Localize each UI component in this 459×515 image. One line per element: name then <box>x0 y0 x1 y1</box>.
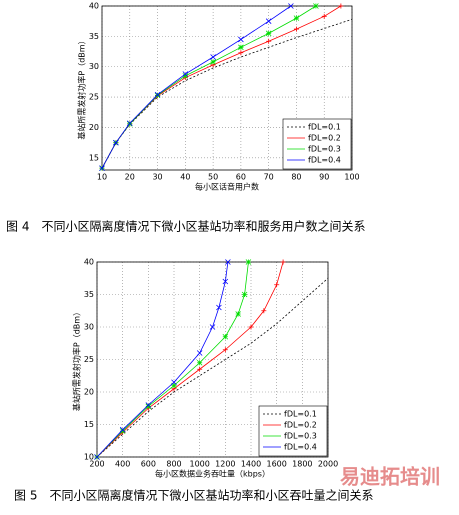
y-axis-label: 基站所需发射功率P（dBm） <box>72 308 82 411</box>
marker <box>245 259 252 265</box>
legend-box <box>258 405 328 457</box>
marker <box>238 50 244 56</box>
y-tick-label: 20 <box>89 123 99 132</box>
x-tick-label: 10 <box>97 173 107 182</box>
y-tick-label: 25 <box>89 93 99 102</box>
legend-label: fDL=0.4 <box>284 443 317 452</box>
watermark: 易迪拓培训 <box>340 465 440 489</box>
y-tick-label: 30 <box>89 62 99 71</box>
marker <box>280 259 286 265</box>
x-tick-label: 400 <box>115 460 130 469</box>
marker <box>196 350 203 356</box>
y-tick-label: 35 <box>89 32 99 41</box>
legend-label: fDL=0.3 <box>284 432 317 441</box>
x-tick-label: 60 <box>236 173 246 182</box>
y-tick-label: 40 <box>89 2 99 11</box>
marker <box>196 359 203 366</box>
marker <box>222 278 229 285</box>
legend-label: fDL=0.1 <box>284 410 317 419</box>
x-axis-label: 每小区数据业务吞吐量（kbps） <box>155 469 270 479</box>
marker <box>313 3 319 9</box>
y-tick-label: 10 <box>84 453 94 462</box>
marker <box>338 3 344 9</box>
marker <box>145 402 152 408</box>
y-tick-label: 30 <box>84 323 94 332</box>
marker <box>119 426 126 433</box>
marker <box>209 324 216 330</box>
marker <box>321 13 327 19</box>
x-tick-label: 800 <box>166 460 181 469</box>
x-tick-label: 40 <box>180 173 190 182</box>
line <box>96 261 284 458</box>
marker <box>210 59 216 65</box>
legend-label: fDL=0.4 <box>308 156 341 165</box>
marker <box>182 73 189 79</box>
x-tick-label: 30 <box>152 173 162 182</box>
x-tick-label: 80 <box>291 173 301 182</box>
y-axis-label: 基站所需发射功率P（dBm） <box>77 36 87 139</box>
legend-box <box>282 118 352 170</box>
x-axis-label: 每小区话音用户数 <box>195 182 259 192</box>
marker <box>238 36 244 43</box>
marker <box>197 366 203 372</box>
marker <box>145 403 152 410</box>
marker <box>182 71 189 77</box>
marker <box>154 91 161 98</box>
y-tick-label: 25 <box>84 355 94 364</box>
marker <box>222 347 228 353</box>
caption: 图 5 不同小区隔离度情况下微小区基站功率和小区吞吐量之间关系 <box>14 488 373 503</box>
legend-label: fDL=0.2 <box>284 421 317 430</box>
marker <box>113 139 119 146</box>
marker <box>241 291 248 298</box>
marker <box>171 379 177 386</box>
marker <box>274 282 280 288</box>
legend-label: fDL=0.2 <box>308 134 341 143</box>
y-tick-label: 15 <box>89 153 99 162</box>
x-tick-label: 1200 <box>215 460 235 469</box>
x-tick-label: 200 <box>89 460 104 469</box>
marker <box>248 324 254 330</box>
x-tick-label: 1400 <box>241 460 261 469</box>
marker <box>261 308 267 314</box>
marker <box>238 44 244 51</box>
legend-label: fDL=0.3 <box>308 145 341 154</box>
marker <box>99 165 105 171</box>
marker <box>225 259 231 265</box>
plot-frame <box>96 261 329 458</box>
marker <box>119 428 126 434</box>
marker <box>293 26 299 32</box>
marker <box>235 311 241 317</box>
marker <box>293 15 300 21</box>
y-tick-label: 20 <box>84 388 94 397</box>
x-tick-label: 100 <box>344 173 359 182</box>
marker <box>210 54 216 60</box>
y-tick-label: 40 <box>84 258 94 267</box>
marker <box>94 454 100 460</box>
marker <box>265 30 272 37</box>
plot-frame <box>101 5 353 171</box>
x-tick-label: 1800 <box>292 460 312 469</box>
marker <box>171 382 177 389</box>
marker <box>154 92 161 99</box>
x-tick-label: 1000 <box>189 460 209 469</box>
marker <box>265 18 272 24</box>
line <box>96 277 329 458</box>
marker <box>222 333 229 340</box>
x-tick-label: 50 <box>208 173 218 182</box>
legend-label: fDL=0.1 <box>308 123 341 132</box>
x-tick-label: 600 <box>141 460 156 469</box>
caption: 图 4 不同小区隔离度情况下微小区基站功率和服务用户数之间关系 <box>6 219 365 234</box>
x-tick-label: 1600 <box>266 460 286 469</box>
marker <box>216 304 222 311</box>
y-tick-label: 35 <box>84 290 94 299</box>
marker <box>288 3 294 9</box>
y-tick-label: 15 <box>84 420 94 429</box>
marker <box>266 38 272 44</box>
x-tick-label: 90 <box>319 173 329 182</box>
x-tick-label: 2000 <box>318 460 338 469</box>
x-tick-label: 70 <box>264 173 274 182</box>
x-tick-label: 20 <box>125 173 135 182</box>
marker <box>126 120 133 127</box>
